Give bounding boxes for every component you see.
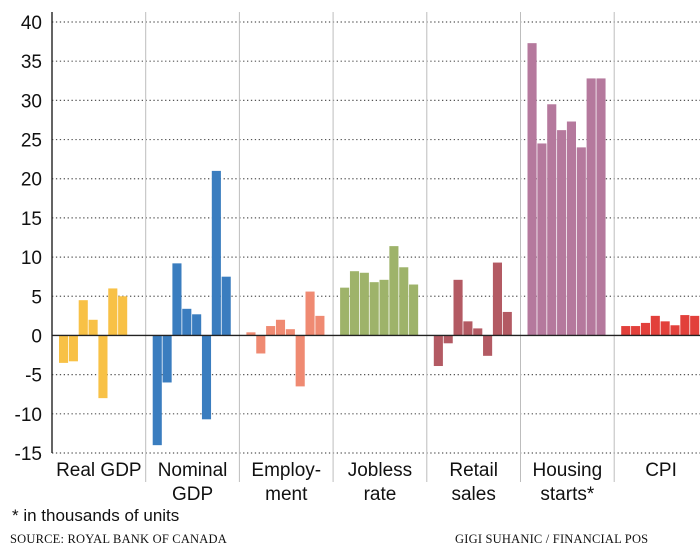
bar (453, 279, 463, 336)
bar (59, 335, 69, 363)
bar (192, 314, 202, 336)
bar (537, 143, 547, 336)
y-tick-label: -10 (15, 405, 42, 426)
bar (576, 147, 586, 336)
bar (211, 170, 221, 336)
group-label: Retail (449, 460, 498, 481)
bar (266, 326, 276, 336)
bar (256, 335, 266, 354)
y-tick-labels: 40 35 30 25 20 15 10 5 0 -5 -10 -15 (15, 13, 42, 465)
group-labels: Real GDP Nominal GDP Employ-ment Jobless rate… (56, 460, 677, 505)
bar (640, 322, 650, 336)
bar (680, 315, 690, 336)
bar (78, 300, 88, 336)
bar (221, 276, 231, 336)
bar (690, 315, 700, 336)
bar (443, 335, 453, 344)
bar (108, 288, 118, 336)
bars (59, 43, 700, 446)
bar (557, 130, 567, 336)
bar (88, 319, 98, 336)
y-tick-label: 20 (21, 170, 42, 191)
group-label: Employ- (251, 460, 321, 481)
bar (483, 335, 493, 356)
group-label: starts* (540, 484, 594, 505)
bar (631, 326, 641, 336)
footnote: * in thousands of units (12, 506, 180, 525)
group-label: Jobless (348, 460, 412, 481)
y-tick-label: 10 (21, 248, 42, 269)
bar (305, 291, 315, 336)
bar (98, 335, 108, 399)
group-label: ment (265, 484, 308, 505)
bar (596, 78, 606, 336)
bar (359, 272, 369, 336)
bar (586, 78, 596, 336)
credit-note: GIGI SUHANIC / FINANCIAL POS (455, 532, 649, 546)
bar (68, 335, 78, 362)
bar (502, 311, 512, 336)
axes (51, 12, 700, 453)
bar (379, 279, 389, 336)
bar (660, 321, 670, 336)
bar (566, 121, 576, 336)
bar (201, 335, 212, 420)
y-tick-label: 40 (21, 13, 42, 34)
bar (527, 43, 537, 336)
bar (118, 296, 128, 336)
bar (315, 315, 325, 336)
bar (547, 104, 557, 336)
bar (182, 308, 192, 336)
bar (172, 263, 182, 336)
group-label: sales (451, 484, 495, 505)
y-tick-label: 15 (21, 209, 42, 230)
y-tick-label: 30 (21, 91, 42, 112)
y-tick-label: 0 (31, 326, 42, 347)
group-label: Nominal (158, 460, 228, 481)
bar (433, 335, 443, 367)
bar (670, 325, 680, 336)
bar (349, 271, 360, 336)
bar (369, 282, 379, 336)
bar (152, 335, 162, 446)
y-tick-label: -5 (25, 366, 42, 387)
bar (463, 321, 473, 336)
bar (492, 262, 502, 336)
bar (246, 332, 256, 336)
y-tick-label: 5 (31, 287, 42, 308)
source-note: SOURCE: ROYAL BANK OF CANADA (10, 532, 227, 546)
y-tick-label: 35 (21, 52, 42, 73)
group-label: rate (364, 484, 397, 505)
bar (340, 287, 350, 336)
group-separators (145, 12, 615, 482)
bar (621, 326, 631, 336)
group-label: CPI (645, 460, 677, 481)
group-label: Real GDP (56, 460, 142, 481)
bar (389, 246, 399, 336)
group-label: Housing (532, 460, 602, 481)
bar (275, 319, 286, 336)
bar (473, 328, 483, 336)
bar (285, 329, 295, 336)
y-tick-label: 25 (21, 131, 42, 152)
bar (399, 267, 409, 336)
bar (650, 315, 660, 336)
y-tick-label: -15 (15, 444, 42, 465)
bar (409, 284, 419, 336)
bar (295, 335, 305, 387)
group-label: GDP (172, 484, 213, 505)
bar (162, 335, 172, 383)
